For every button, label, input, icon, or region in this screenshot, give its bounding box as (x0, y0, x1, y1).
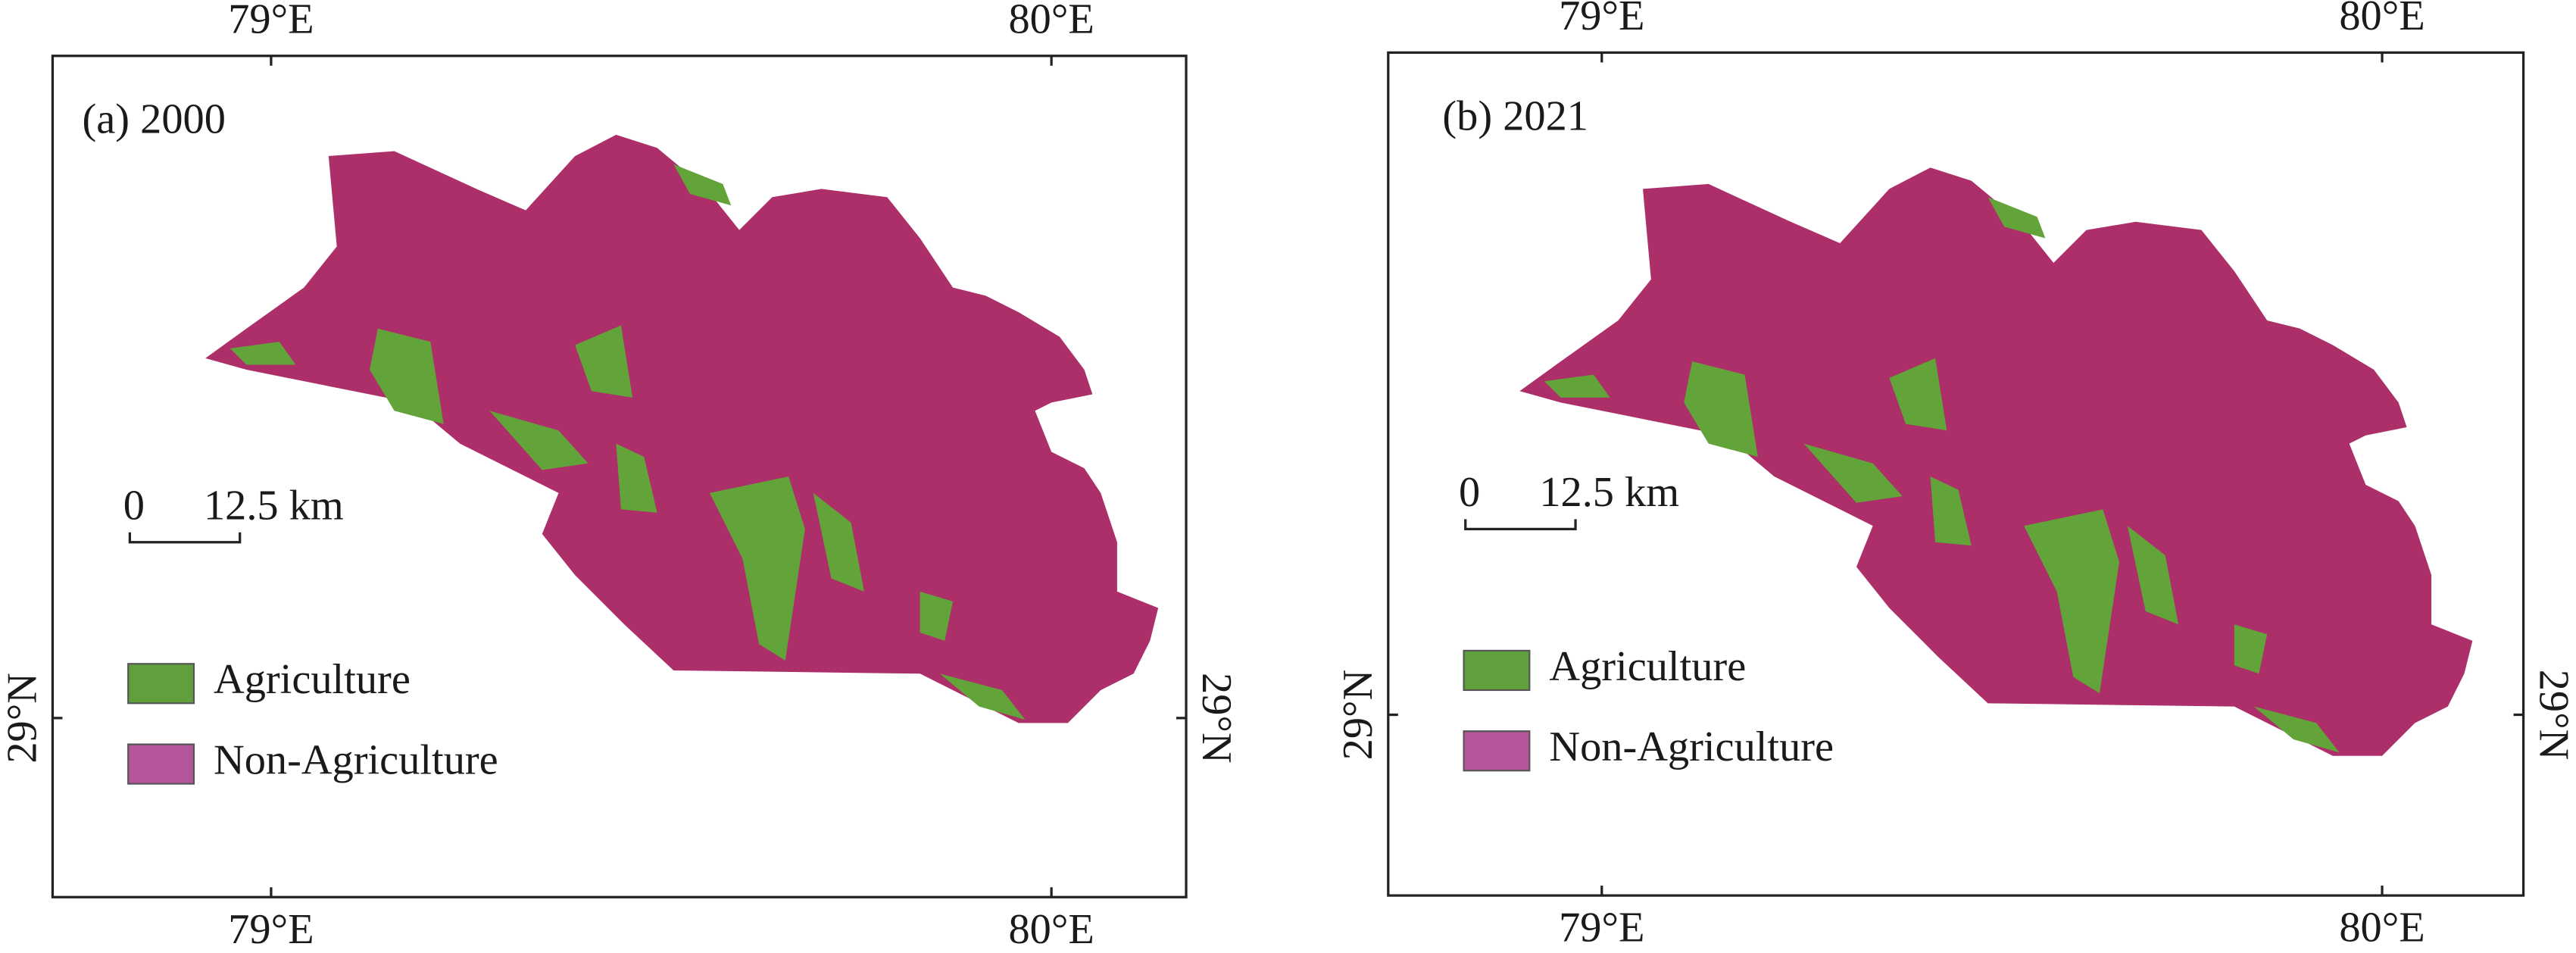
scale-end: 12.5 km (1539, 469, 1679, 516)
right-tick-label: 29°N (1193, 673, 1240, 764)
panel-frame (1387, 51, 2525, 897)
map-panel: 79°E 79°E 80°E 80°E 29°N 29°N (a) 2000 0 12.5 km… (0, 0, 1240, 953)
legend-label: Non-Agriculture (1549, 723, 1834, 770)
panel-label: (b) 2021 (1442, 92, 1588, 139)
legend-swatch (127, 663, 195, 705)
scale-bar (128, 532, 242, 544)
left-tick-label: 29°N (1335, 670, 1382, 761)
legend-label: Non-Agriculture (214, 737, 498, 784)
right-tick-label: 29°N (2530, 670, 2576, 761)
map-panel: 79°E 79°E 80°E 80°E 29°N 29°N (b) 2021 0 12.5 km… (1335, 0, 2576, 951)
scale-bar (1464, 519, 1577, 531)
scale-start: 0 (123, 482, 145, 529)
bottom-tick-label: 80°E (1008, 906, 1094, 953)
top-tick-label: 79°E (228, 0, 314, 42)
legend-label: Agriculture (214, 656, 411, 703)
legend-swatch (1463, 730, 1531, 772)
bottom-tick-label: 80°E (2339, 905, 2425, 951)
panel-label: (a) 2000 (82, 96, 225, 143)
left-tick-label: 29°N (0, 673, 46, 764)
panel-frame (51, 55, 1188, 898)
legend-swatch (127, 743, 195, 785)
top-tick-label: 80°E (1008, 0, 1094, 42)
top-tick-label: 79°E (1559, 0, 1644, 39)
bottom-tick-label: 79°E (228, 906, 314, 953)
legend-label: Agriculture (1549, 643, 1746, 690)
scale-start: 0 (1459, 469, 1480, 516)
bottom-tick-label: 79°E (1559, 905, 1644, 951)
scale-end: 12.5 km (204, 482, 344, 529)
legend-swatch (1463, 649, 1531, 692)
top-tick-label: 80°E (2339, 0, 2425, 39)
study-area (205, 134, 1159, 723)
